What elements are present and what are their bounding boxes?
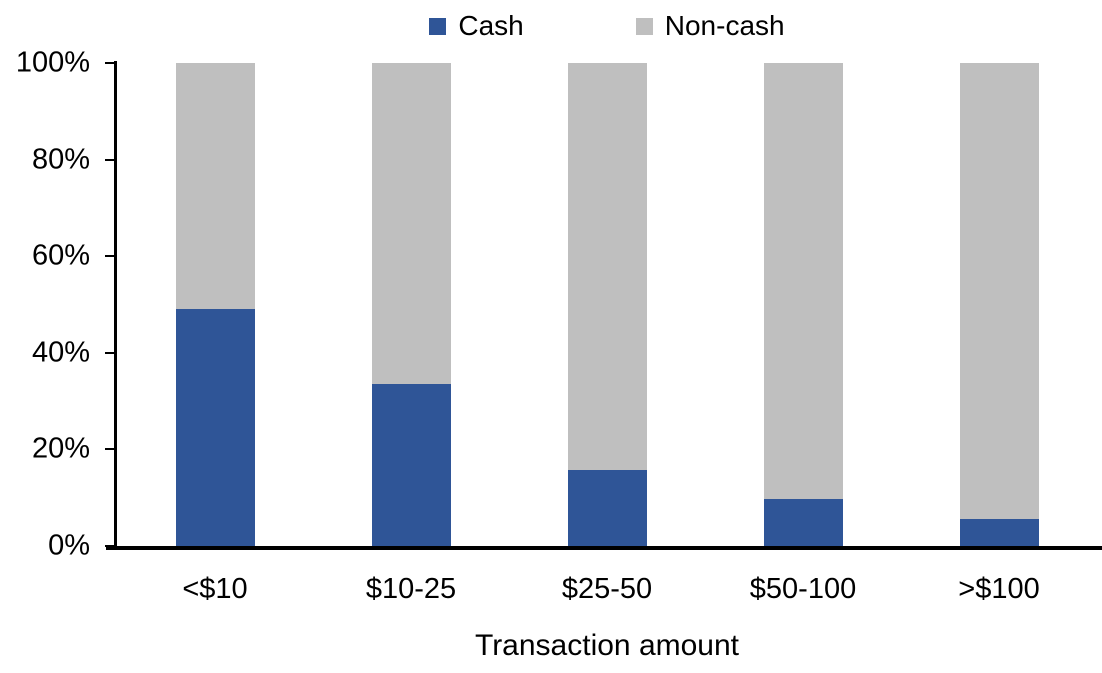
legend-item-non-cash: Non-cash	[635, 10, 785, 41]
plot-area	[105, 61, 1102, 550]
bar-slot-25-50	[509, 63, 705, 546]
x-tick-label: $10-25	[365, 573, 457, 605]
cash-segment	[371, 384, 451, 546]
legend-label: Cash	[458, 10, 524, 41]
bar-slot-10	[117, 63, 313, 546]
x-axis-line	[106, 546, 1102, 550]
y-tick-mark	[105, 255, 114, 258]
non-cash-segment	[763, 63, 843, 500]
cash-segment	[567, 470, 647, 546]
cash-segment	[959, 519, 1039, 546]
y-tick-mark	[105, 62, 114, 64]
y-tick-mark	[105, 448, 114, 451]
y-tick-label: 20%	[31, 432, 90, 465]
cash-segment	[763, 499, 843, 546]
y-axis-labels: 100% 80% 60% 40% 20% 0%	[0, 48, 90, 560]
stacked-bar-10	[175, 63, 255, 546]
y-tick-label: 100%	[15, 46, 90, 79]
y-tick-label: 60%	[31, 239, 90, 272]
x-tick-label: $50-100	[749, 573, 857, 605]
bar-slot-100	[901, 63, 1097, 546]
non-cash-segment	[175, 63, 255, 310]
x-axis-title: Transaction amount	[474, 629, 740, 662]
x-tick-label: >$100	[958, 573, 1040, 605]
x-axis-tick-labels: <$10 $10-25 $25-50 $50-100 >$100	[117, 573, 1097, 610]
cash-segment	[175, 309, 255, 546]
bar-slot-10-25	[313, 63, 509, 546]
non-cash-swatch-icon	[635, 17, 653, 35]
y-tick-mark	[105, 158, 114, 161]
legend-label: Non-cash	[664, 10, 785, 41]
y-tick-label: 0%	[48, 529, 90, 562]
non-cash-segment	[567, 63, 647, 471]
y-tick-label: 80%	[31, 143, 90, 176]
cash-swatch-icon	[429, 17, 447, 35]
y-tick-mark	[105, 351, 114, 354]
y-axis-line	[114, 61, 117, 550]
x-tick-label: <$10	[182, 573, 248, 605]
legend: Cash Non-cash	[117, 8, 1097, 44]
stacked-bar-50-100	[763, 63, 843, 546]
y-tick-label: 40%	[31, 336, 90, 369]
bar-slot-50-100	[705, 63, 901, 546]
stacked-bar-25-50	[567, 63, 647, 546]
stacked-bar-10-25	[371, 63, 451, 546]
stacked-bar-100	[959, 63, 1039, 546]
bars-container	[117, 63, 1097, 546]
non-cash-segment	[371, 63, 451, 385]
x-tick-label: $25-50	[561, 573, 653, 605]
legend-item-cash: Cash	[429, 10, 524, 41]
non-cash-segment	[959, 63, 1039, 520]
